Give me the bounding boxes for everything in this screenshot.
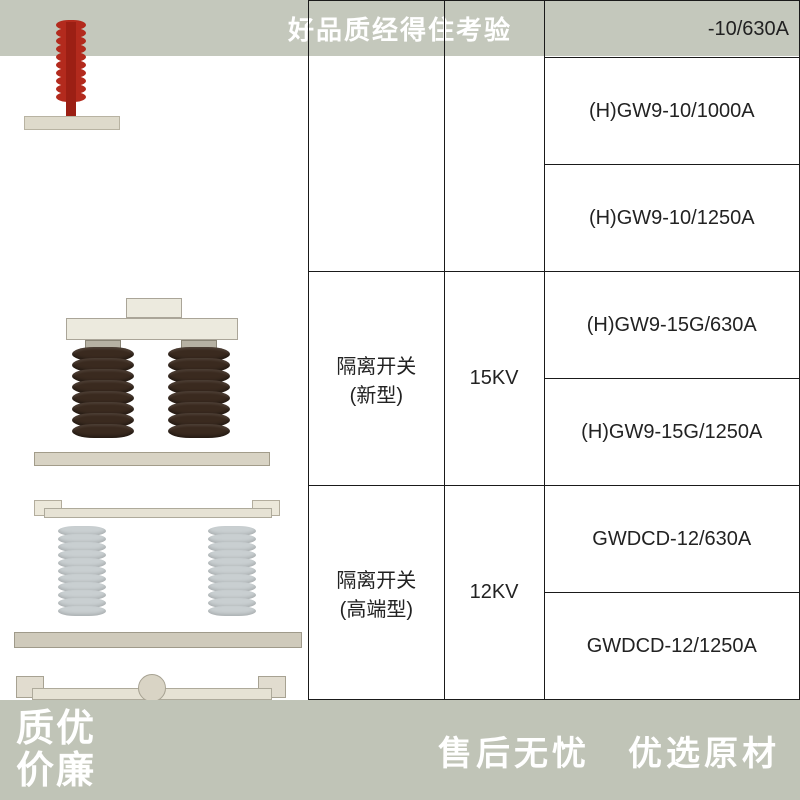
product-image-column	[0, 56, 308, 700]
type-cell: 隔离开关 (高端型)	[309, 486, 445, 700]
kv-cell-blank	[444, 1, 544, 272]
type-sub: (新型)	[315, 379, 438, 408]
base-rail	[34, 452, 270, 466]
type-cell-blank	[309, 1, 445, 272]
promo-right-text: 售后无忧 优选原材	[438, 726, 780, 775]
table-row: 隔离开关 (高端型) 12KV GWDCD-12/630A	[309, 486, 800, 593]
insulator-post-left	[58, 528, 106, 632]
spec-table: -10/630A (H)GW9-10/1000A (H)GW9-10/1250A…	[308, 0, 800, 700]
product-isolator-high-end	[14, 504, 304, 664]
type-cell: 隔离开关 (新型)	[309, 272, 445, 486]
pivot-joint	[138, 674, 166, 702]
type-label: 隔离开关	[336, 356, 416, 378]
table-row: 隔离开关 (新型) 15KV (H)GW9-15G/630A	[309, 272, 800, 379]
base-rail	[14, 632, 302, 648]
table-row: -10/630A	[309, 1, 800, 58]
type-sub: (高端型)	[315, 593, 438, 622]
promo-left-line1: 质优	[16, 708, 210, 750]
promo-right-block: 售后无忧 优选原材	[210, 726, 800, 775]
model-cell: GWDCD-12/1250A	[544, 593, 800, 700]
kv-cell: 12KV	[444, 486, 544, 700]
top-bar	[44, 508, 272, 518]
product-isolator-new-type	[26, 304, 286, 484]
insulator-post-left	[72, 340, 134, 452]
promo-left-line2: 价廉	[16, 750, 210, 792]
canvas: 好品质经得住考验	[0, 0, 800, 800]
kv-cell: 15KV	[444, 272, 544, 486]
promo-left-block: 质优 价廉	[0, 700, 210, 800]
top-bracket	[126, 298, 182, 318]
promo-bar: 质优 价廉 售后无忧 优选原材	[0, 700, 800, 800]
insulator-post-right	[208, 528, 256, 632]
model-cell: (H)GW9-15G/630A	[544, 272, 800, 379]
model-cell: -10/630A	[544, 1, 800, 58]
model-cell: (H)GW9-10/1000A	[544, 58, 800, 165]
mounting-bracket	[24, 116, 120, 130]
model-cell: (H)GW9-15G/1250A	[544, 379, 800, 486]
model-cell: (H)GW9-10/1250A	[544, 165, 800, 272]
model-cell: GWDCD-12/630A	[544, 486, 800, 593]
insulator-pillar	[56, 22, 86, 116]
top-bar	[66, 318, 238, 340]
type-label: 隔离开关	[336, 570, 416, 592]
insulator-post-right	[168, 340, 230, 452]
product-red-insulator	[14, 22, 154, 162]
